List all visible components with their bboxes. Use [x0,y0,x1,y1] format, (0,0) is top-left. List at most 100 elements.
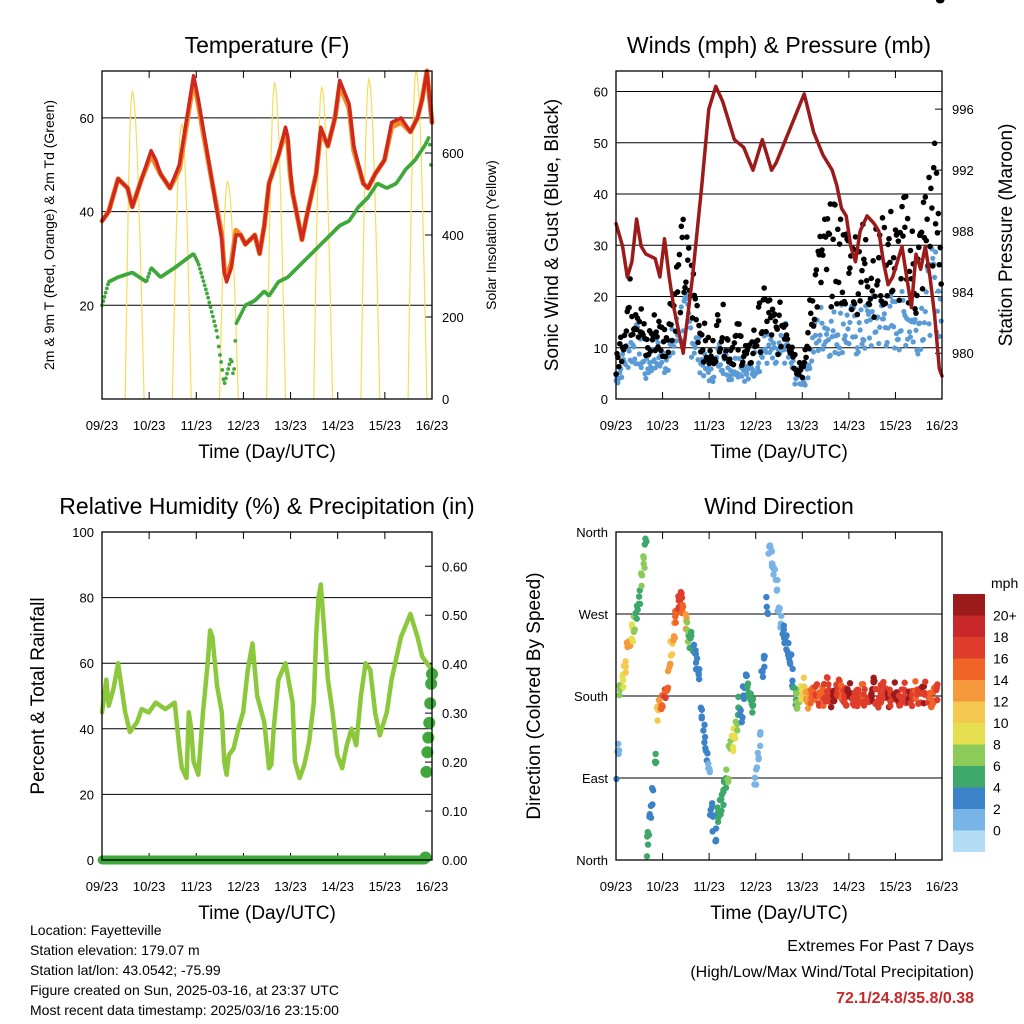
gust-point [819,247,825,253]
direction-point [678,594,686,601]
x-tick-label: 14/23 [321,418,354,433]
legend-label: 20+ [993,608,1017,624]
direction-point [705,760,712,767]
precip-point [422,731,435,744]
gust-point [842,300,849,307]
direction-point [782,635,789,642]
extremes-value: 72.1/24.8/35.8/0.38 [836,990,974,1007]
dewpoint-point [146,275,150,279]
direction-point [668,651,676,658]
wind-point [891,324,897,330]
x-axis-label: Time (Day/UTC) [710,442,848,463]
gust-point [668,321,674,328]
gust-point [784,336,791,342]
wind-point [792,381,798,387]
direction-point [737,707,744,714]
gust-point [920,199,927,206]
dewpoint-point [231,371,235,376]
gust-point [926,174,932,181]
wind-point [825,337,832,343]
gust-point [680,216,686,223]
gust-point [813,267,820,273]
legend-swatch [953,701,985,723]
gust-point [683,279,689,285]
direction-point [664,686,671,694]
wind-point [739,373,745,379]
wind-point [695,357,701,363]
gust-point [801,359,808,366]
gust-point [863,277,870,284]
dewpoint-point [104,286,109,291]
gust-point [929,263,936,269]
wind-point [827,352,833,358]
wind-point [625,364,631,371]
gust-point [934,230,941,236]
x-tick-label: 09/23 [86,418,119,433]
chart-title: Winds (mph) & Pressure (mb) [627,32,931,58]
gust-point [839,289,846,296]
x-tick-label: 16/23 [926,418,959,433]
gust-point [824,216,831,222]
gust-point [936,261,943,268]
wind-point [790,358,796,364]
precip-point [419,851,432,864]
wind-point [697,370,703,376]
y-tick-label: 30 [594,238,608,253]
gust-point [712,358,719,365]
wind-point [615,380,621,386]
wind-point [688,354,695,360]
dewpoint-point [427,142,432,147]
gust-point [814,304,821,310]
wind-point [766,342,772,348]
y-tick-label: 40 [80,205,94,220]
x-tick-label: 15/23 [369,879,402,894]
dewpoint-point [215,335,220,340]
extremes-summary: Extremes For Past 7 Days (High/Low/Max W… [690,934,974,1012]
gust-point [851,300,858,307]
direction-point [622,663,629,670]
direction-point [831,697,838,704]
legend-swatch [953,766,985,788]
x-tick-label: 12/23 [227,879,260,894]
wind-point [930,255,936,261]
x-tick-label: 14/23 [321,879,354,894]
dewpoint-point [196,262,201,267]
gust-point [834,301,840,307]
plot-border [615,70,943,400]
y-axis-label-right: Station Pressure (Maroon) [996,124,1017,347]
wind-point [648,368,655,374]
direction-point [870,679,877,686]
y-tick-label: 20 [80,298,94,313]
gust-point [626,304,632,311]
wind-point [865,311,872,317]
gust-point [857,298,863,304]
x-axis-label: Time (Day/UTC) [198,442,336,463]
gust-point [774,326,781,332]
dewpoint-point [216,344,221,349]
gust-point [677,309,684,316]
dewpoint-point [223,376,228,381]
direction-point [641,541,649,548]
y-right-tick-label: 988 [952,224,974,239]
gust-point [669,337,675,344]
wind-point [918,346,924,353]
direction-point [701,733,709,741]
y-tick-label: 100 [72,525,94,540]
insolation-line [171,122,192,400]
gust-point [750,350,756,357]
wind-point [915,351,921,357]
gust-point [861,256,867,263]
direction-point [912,678,919,685]
wind-point [884,339,890,346]
wind-point [842,333,848,339]
direction-point [749,709,756,716]
gust-point [656,318,662,325]
direction-point [722,784,730,791]
gust-point [931,140,938,147]
rh-line [99,582,435,781]
gust-point [896,297,903,304]
direction-point [667,660,674,668]
gust-point [713,322,720,329]
wind-point [678,304,684,310]
gust-point [757,349,764,355]
